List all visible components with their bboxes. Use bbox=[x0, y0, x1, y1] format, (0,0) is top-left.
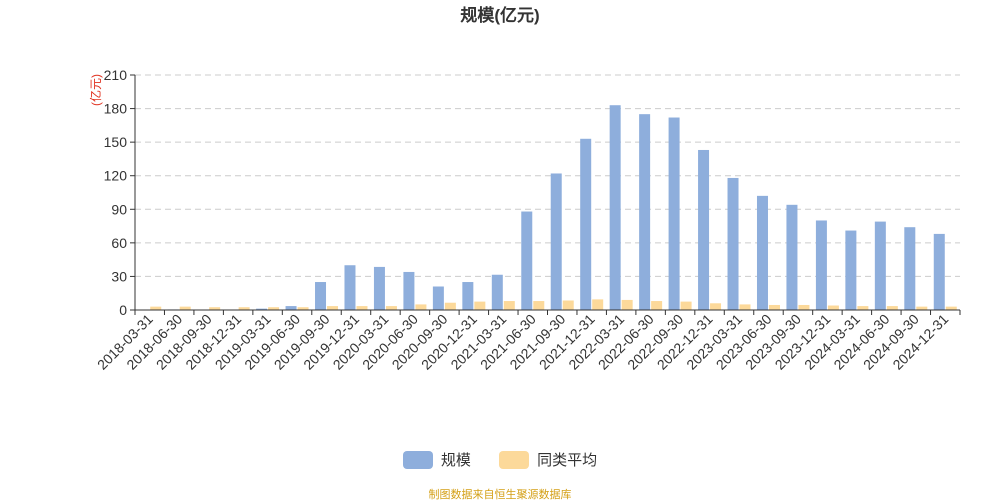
bar-scale bbox=[315, 282, 326, 310]
legend-label-peer-average: 同类平均 bbox=[537, 449, 597, 470]
bar-peer-average bbox=[533, 301, 544, 310]
bar-peer-average bbox=[887, 306, 898, 310]
y-tick-label: 120 bbox=[104, 168, 128, 184]
bar-scale bbox=[639, 114, 650, 310]
bar-peer-average bbox=[798, 305, 809, 310]
bar-peer-average bbox=[474, 302, 485, 310]
bar-scale bbox=[521, 212, 532, 310]
y-axis-label: (亿元) bbox=[88, 74, 103, 106]
y-tick-label: 210 bbox=[104, 67, 128, 83]
bar-peer-average bbox=[828, 306, 839, 310]
chart-title: 规模(亿元) bbox=[460, 5, 539, 25]
bar-peer-average bbox=[651, 301, 662, 310]
bar-peer-average bbox=[710, 303, 721, 310]
bar-scale bbox=[374, 267, 385, 310]
bar-scale bbox=[875, 222, 886, 310]
legend-swatch-peer-average bbox=[499, 451, 529, 469]
y-tick-label: 150 bbox=[104, 134, 128, 150]
bar-scale bbox=[433, 287, 444, 311]
legend: 规模 同类平均 bbox=[0, 449, 1000, 473]
bar-peer-average bbox=[327, 306, 338, 310]
legend-item-scale[interactable]: 规模 bbox=[403, 449, 471, 470]
y-tick-label: 60 bbox=[111, 235, 127, 251]
bar-scale bbox=[816, 220, 827, 310]
y-tick-label: 180 bbox=[104, 101, 128, 117]
bar-peer-average bbox=[150, 307, 161, 310]
legend-item-peer-average[interactable]: 同类平均 bbox=[499, 449, 597, 470]
bar-scale bbox=[580, 139, 591, 310]
bar-peer-average bbox=[916, 307, 927, 310]
bar-scale bbox=[403, 272, 414, 310]
bar-peer-average bbox=[769, 305, 780, 310]
bar-peer-average bbox=[592, 299, 603, 310]
bar-peer-average bbox=[504, 301, 515, 310]
bar-scale bbox=[492, 275, 503, 310]
bar-peer-average bbox=[681, 302, 692, 310]
bar-scale bbox=[728, 178, 739, 310]
bar-scale bbox=[934, 234, 945, 310]
bar-scale bbox=[286, 306, 297, 310]
bar-peer-average bbox=[740, 304, 751, 310]
bar-scale bbox=[610, 105, 621, 310]
bar-scale bbox=[698, 150, 709, 310]
bar-peer-average bbox=[946, 307, 957, 310]
legend-label-scale: 规模 bbox=[441, 449, 471, 470]
bar-scale bbox=[845, 231, 856, 310]
bar-peer-average bbox=[445, 303, 456, 310]
bar-scale bbox=[904, 227, 915, 310]
bar-peer-average bbox=[857, 306, 868, 310]
bar-scale bbox=[757, 196, 768, 310]
bar-peer-average bbox=[415, 304, 426, 310]
legend-swatch-scale bbox=[403, 451, 433, 469]
y-tick-label: 0 bbox=[119, 302, 127, 318]
y-tick-label: 90 bbox=[111, 201, 127, 217]
bar-scale bbox=[344, 265, 355, 310]
bar-scale bbox=[551, 173, 562, 310]
bar-peer-average bbox=[356, 306, 367, 310]
bar-peer-average bbox=[622, 300, 633, 310]
bar-scale bbox=[669, 118, 680, 310]
bar-peer-average bbox=[563, 300, 574, 310]
bar-scale bbox=[462, 282, 473, 310]
bar-peer-average bbox=[180, 307, 191, 310]
bar-scale bbox=[786, 205, 797, 310]
y-tick-label: 30 bbox=[111, 268, 127, 284]
bar-peer-average bbox=[386, 306, 397, 310]
